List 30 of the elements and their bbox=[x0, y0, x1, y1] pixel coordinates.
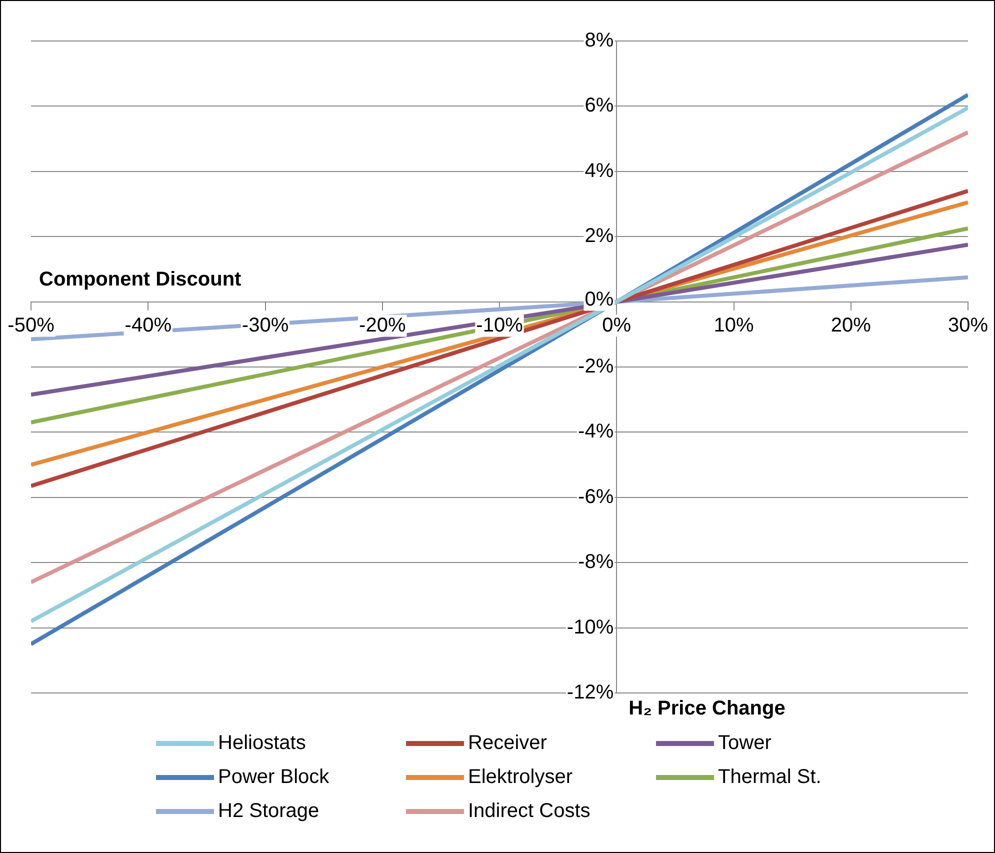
y-tick-label: 2% bbox=[584, 225, 614, 248]
y-tick-label: -6% bbox=[578, 486, 614, 508]
x-tick-label: 0% bbox=[602, 314, 632, 336]
x-tick-label: -50% bbox=[8, 314, 55, 336]
y-tick-label: 6% bbox=[584, 94, 614, 117]
legend-label: Indirect Costs bbox=[467, 798, 592, 824]
y-tick-label: -10% bbox=[566, 616, 614, 638]
x-tick-label: -20% bbox=[359, 314, 406, 336]
y-tick-label: 0% bbox=[584, 288, 614, 310]
legend-label: H2 Storage bbox=[217, 798, 320, 824]
y-axis-title: Component Discount bbox=[39, 268, 242, 290]
x-tick-label: -10% bbox=[476, 314, 524, 336]
y-tick-label: -12% bbox=[566, 682, 614, 704]
legend-label: Heliostats bbox=[217, 730, 307, 756]
y-tick-label: 8% bbox=[584, 30, 614, 52]
y-tick-label: -2% bbox=[578, 356, 614, 378]
legend-label: Power Block bbox=[217, 764, 330, 790]
x-tick-label: 30% bbox=[948, 314, 988, 336]
legend-label: Elektrolyser bbox=[467, 764, 574, 790]
x-tick-label: -40% bbox=[124, 314, 172, 336]
x-tick-label: 10% bbox=[714, 314, 754, 336]
legend-label: Thermal St. bbox=[717, 764, 822, 790]
legend-label: Tower bbox=[717, 730, 772, 756]
y-tick-label: 4% bbox=[584, 160, 614, 182]
x-tick-label: 20% bbox=[830, 314, 872, 336]
y-tick-label: -4% bbox=[578, 420, 614, 443]
legend-label: Receiver bbox=[467, 730, 548, 756]
x-axis-title: H₂ Price Change bbox=[628, 698, 786, 720]
y-tick-label: -8% bbox=[578, 551, 614, 574]
x-tick-label: -30% bbox=[242, 314, 289, 336]
